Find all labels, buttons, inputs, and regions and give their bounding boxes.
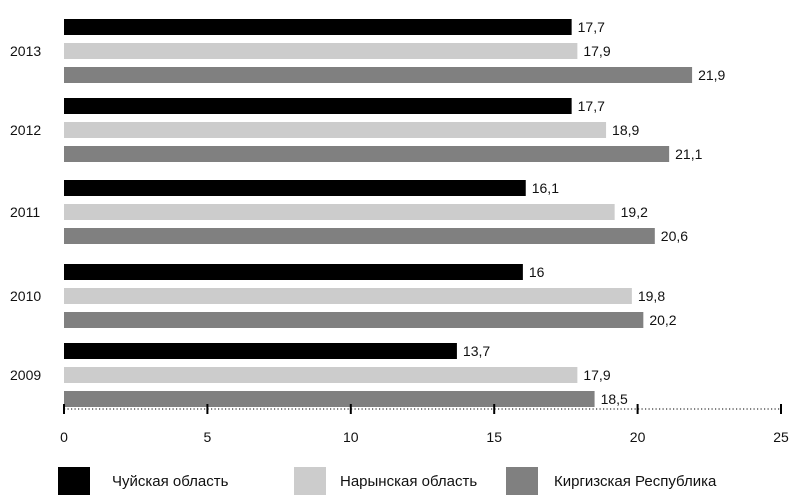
- bar-2012-series-3: [64, 146, 670, 162]
- bar-2009-series-1: [64, 343, 457, 359]
- legend-label-kyrgyz-republic: Киргизская Республика: [554, 472, 717, 490]
- x-tick-label-0: 0: [60, 429, 68, 445]
- data-label-2010-series-1: 16: [529, 264, 545, 280]
- y-tick-label-2009: 2009: [10, 367, 41, 383]
- data-label-2011-series-2: 19,2: [621, 204, 648, 220]
- y-tick-label-2013: 2013: [10, 43, 41, 59]
- y-tick-label-2012: 2012: [10, 122, 41, 138]
- x-tick-label-15: 15: [486, 429, 502, 445]
- legend-swatch-kyrgyz-republic: [506, 467, 538, 495]
- legend-label-chuy: Чуйская область: [112, 472, 229, 490]
- data-label-2009-series-1: 13,7: [463, 343, 490, 359]
- data-label-2010-series-3: 20,2: [649, 312, 676, 328]
- bar-2010-series-1: [64, 264, 523, 280]
- legend-swatch-chuy: [58, 467, 90, 495]
- x-tick-label-5: 5: [204, 429, 212, 445]
- bar-2013-series-2: [64, 43, 578, 59]
- data-label-2012-series-3: 21,1: [675, 146, 702, 162]
- bar-2009-series-3: [64, 391, 595, 407]
- y-tick-label-2011: 2011: [10, 204, 40, 220]
- data-label-2012-series-2: 18,9: [612, 122, 639, 138]
- x-tick-label-20: 20: [630, 429, 646, 445]
- bar-2011-series-3: [64, 228, 655, 244]
- legend-item-naryn: Нарынская область: [294, 467, 477, 495]
- data-label-2009-series-2: 17,9: [583, 367, 610, 383]
- legend-swatch-naryn: [294, 467, 326, 495]
- bar-2010-series-2: [64, 288, 632, 304]
- legend-item-kyrgyz-republic: Киргизская Республика: [506, 467, 716, 495]
- data-label-2011-series-3: 20,6: [661, 228, 688, 244]
- y-tick-label-2010: 2010: [10, 288, 41, 304]
- data-label-2013-series-2: 17,9: [583, 43, 610, 59]
- bar-2011-series-1: [64, 180, 526, 196]
- chart-legend: Чуйская область Нарынская область Киргиз…: [0, 460, 791, 495]
- data-label-2011-series-1: 16,1: [532, 180, 559, 196]
- bar-2013-series-3: [64, 67, 693, 83]
- bar-2011-series-2: [64, 204, 615, 220]
- bar-2010-series-3: [64, 312, 644, 328]
- bar-2013-series-1: [64, 19, 572, 35]
- data-label-2012-series-1: 17,7: [578, 98, 605, 114]
- data-label-2010-series-2: 19,8: [638, 288, 665, 304]
- x-tick-label-10: 10: [343, 429, 359, 445]
- data-label-2013-series-3: 21,9: [698, 67, 725, 83]
- data-label-2009-series-3: 18,5: [601, 391, 628, 407]
- bar-chart: 17,7 17,9 21,9 2013 17,7 18,9 21,1 2012 16,1 19,2…: [10, 19, 789, 445]
- bar-2012-series-1: [64, 98, 572, 114]
- data-label-2013-series-1: 17,7: [578, 19, 605, 35]
- legend-item-chuy: Чуйская область: [58, 467, 228, 495]
- bar-2009-series-2: [64, 367, 578, 383]
- legend-label-naryn: Нарынская область: [340, 472, 478, 490]
- x-tick-label-25: 25: [773, 429, 789, 445]
- bar-2012-series-2: [64, 122, 607, 138]
